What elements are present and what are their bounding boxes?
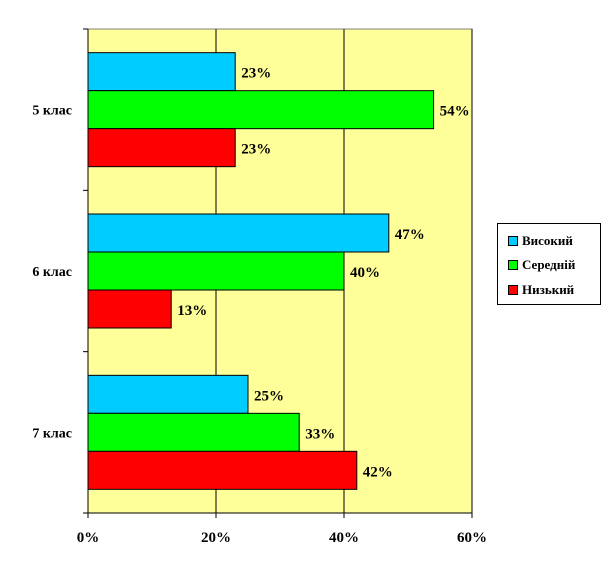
legend-label-low: Низький <box>522 282 575 297</box>
legend-swatch-high <box>508 236 518 246</box>
data-label: 42% <box>363 464 393 480</box>
bar <box>87 251 345 291</box>
data-labels: 23% 54% 23% 47% 40% 13% 25% 33% 42% <box>177 66 469 481</box>
legend-item-high: Високий <box>508 231 573 251</box>
x-tick-label: 20% <box>201 530 231 546</box>
y-tick-label: 7 клас <box>32 426 72 441</box>
bar <box>87 90 435 130</box>
data-label: 13% <box>177 303 207 319</box>
legend-item-medium: Середній <box>508 255 575 275</box>
data-label: 40% <box>350 265 380 281</box>
bar <box>87 374 249 414</box>
y-axis-tick-labels: 5 клас 6 клас 7 клас <box>32 28 88 514</box>
x-tick-label: 0% <box>77 530 100 546</box>
bar <box>87 52 236 92</box>
x-tick-label: 40% <box>329 530 359 546</box>
data-label: 23% <box>241 142 271 158</box>
legend-label-high: Високий <box>522 233 573 248</box>
legend: Високий Середній Низький <box>497 223 601 305</box>
bar <box>87 289 172 329</box>
y-tick-label: 5 клас <box>32 104 72 119</box>
bar <box>87 128 236 168</box>
bar <box>87 412 300 452</box>
legend-swatch-medium <box>508 260 518 270</box>
data-label: 54% <box>440 104 470 120</box>
bar <box>87 450 358 490</box>
data-label: 23% <box>241 66 271 82</box>
legend-label-medium: Середній <box>522 257 576 272</box>
data-label: 33% <box>305 426 335 442</box>
legend-item-low: Низький <box>508 280 574 300</box>
y-tick-label: 6 клас <box>32 265 72 280</box>
axes <box>87 29 472 514</box>
data-label: 25% <box>254 388 284 404</box>
x-tick-label: 60% <box>457 530 487 546</box>
legend-swatch-low <box>508 285 518 295</box>
bars <box>87 52 435 490</box>
data-label: 47% <box>395 227 425 243</box>
x-axis-tick-labels: 0% 20% 40% 60% <box>77 513 487 546</box>
bar <box>87 213 390 253</box>
